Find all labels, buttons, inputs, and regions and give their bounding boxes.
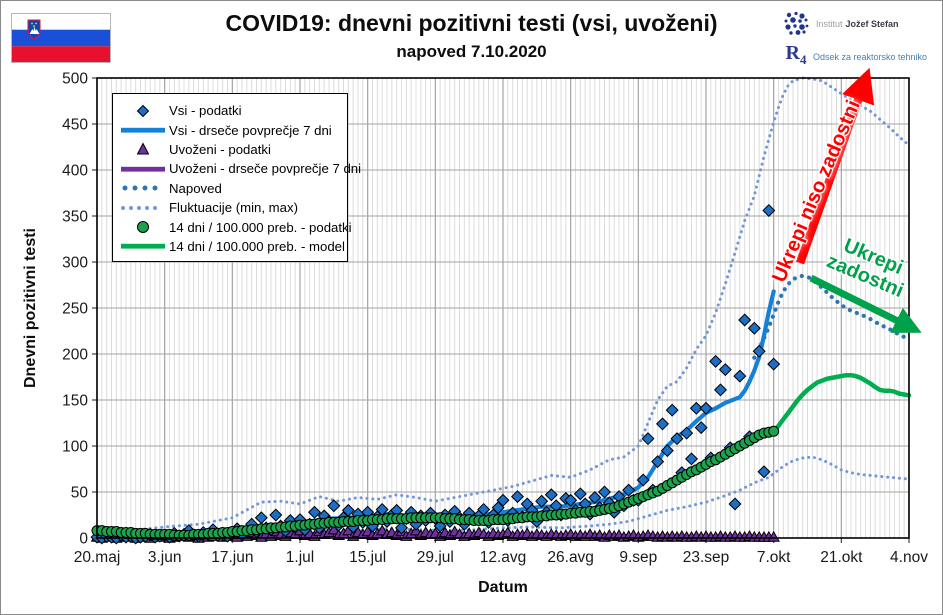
svg-text:250: 250 xyxy=(62,301,88,318)
legend-item: Uvoženi - podatki xyxy=(117,140,343,159)
series-napoved xyxy=(752,273,909,360)
legend-marker-dots xyxy=(122,185,158,191)
legend-item: Vsi - podatki xyxy=(117,101,343,120)
legend: Vsi - podatki Vsi - drseče povprečje 7 dn… xyxy=(112,93,361,263)
svg-text:15.jul: 15.jul xyxy=(349,549,386,566)
svg-text:12.avg: 12.avg xyxy=(480,549,527,566)
legend-marker-diamond xyxy=(136,104,150,117)
legend-label: Fluktuacije (min, max) xyxy=(169,200,298,216)
legend-marker xyxy=(117,238,169,254)
legend-marker xyxy=(117,141,169,157)
legend-label: Napoved xyxy=(169,180,222,196)
legend-label: Vsi - podatki xyxy=(169,103,242,119)
legend-marker-triangle xyxy=(136,142,150,155)
logo-block: Institut Jožef Stefan R4 Odsek za reakto… xyxy=(783,11,928,76)
legend-item: Vsi - drseče povprečje 7 dni xyxy=(117,120,343,139)
svg-text:0: 0 xyxy=(79,531,88,548)
series-incidence-podatki xyxy=(91,425,780,541)
svg-text:100: 100 xyxy=(62,439,88,456)
green-arrow xyxy=(809,274,922,334)
slovenia-flag xyxy=(11,13,111,63)
svg-text:21.okt: 21.okt xyxy=(820,549,863,566)
legend-marker xyxy=(117,103,169,119)
x-axis-title: Datum xyxy=(478,579,528,596)
legend-label: Uvoženi - drseče povprečje 7 dni xyxy=(169,161,362,177)
series-fluktuacije xyxy=(97,76,909,540)
ijs-logo-row: Institut Jožef Stefan xyxy=(783,11,928,37)
svg-text:3.jun: 3.jun xyxy=(148,549,182,566)
legend-marker xyxy=(117,200,169,216)
legend-item: Fluktuacije (min, max) xyxy=(117,198,343,217)
ijs-name-light: Institut xyxy=(816,19,843,29)
r4-logo-icon: R4 xyxy=(785,42,807,67)
svg-text:500: 500 xyxy=(62,71,88,88)
legend-marker xyxy=(117,180,169,196)
legend-marker-dots_small xyxy=(121,205,157,210)
y-axis-title: Dnevni pozitivni testi xyxy=(22,227,39,389)
svg-text:7.okt: 7.okt xyxy=(757,549,791,566)
red-arrow xyxy=(795,67,875,265)
legend-marker-circle xyxy=(137,221,149,234)
r4-logo-row: R4 Odsek za reaktorsko tehniko xyxy=(783,43,928,70)
ijs-logo-icon xyxy=(784,11,809,35)
department-label: Odsek za reaktorsko tehniko xyxy=(813,51,928,62)
legend-label: Vsi - drseče povprečje 7 dni xyxy=(169,122,332,138)
legend-item: 14 dni / 100.000 preb. - model xyxy=(117,237,345,256)
svg-text:1.jul: 1.jul xyxy=(286,549,314,566)
legend-marker xyxy=(117,161,169,177)
legend-item: Uvoženi - drseče povprečje 7 dni xyxy=(117,159,361,178)
flag-coat-of-arms xyxy=(27,19,41,40)
svg-text:26.avg: 26.avg xyxy=(547,549,594,566)
flag-red-stripe xyxy=(11,46,111,63)
svg-text:400: 400 xyxy=(62,163,88,180)
legend-marker-line xyxy=(121,244,165,250)
legend-label: 14 dni / 100.000 preb. - podatki xyxy=(169,219,352,235)
svg-text:450: 450 xyxy=(62,117,88,134)
svg-text:20.maj: 20.maj xyxy=(74,549,121,566)
ijs-name-bold: Jožef Stefan xyxy=(845,19,899,29)
svg-text:50: 50 xyxy=(71,485,89,502)
svg-text:150: 150 xyxy=(62,393,88,410)
legend-item: 14 dni / 100.000 preb. - podatki xyxy=(117,217,352,236)
gridlines xyxy=(96,77,910,539)
svg-text:17.jun: 17.jun xyxy=(211,549,253,566)
legend-label: Uvoženi - podatki xyxy=(169,141,271,157)
svg-text:29.jul: 29.jul xyxy=(417,549,454,566)
legend-marker xyxy=(117,122,169,138)
svg-text:9.sep: 9.sep xyxy=(619,549,657,566)
legend-marker xyxy=(117,219,169,235)
svg-text:300: 300 xyxy=(62,255,88,272)
series-incidence-model xyxy=(771,372,912,434)
legend-item: Napoved xyxy=(117,179,343,198)
legend-label: 14 dni / 100.000 preb. - model xyxy=(169,238,345,254)
legend-marker-line xyxy=(121,127,165,133)
svg-text:23.sep: 23.sep xyxy=(683,549,730,566)
legend-marker-line xyxy=(121,166,165,172)
svg-text:4.nov: 4.nov xyxy=(890,549,928,566)
svg-text:350: 350 xyxy=(62,209,88,226)
svg-text:200: 200 xyxy=(62,347,88,364)
annotation-arrows xyxy=(795,67,922,334)
